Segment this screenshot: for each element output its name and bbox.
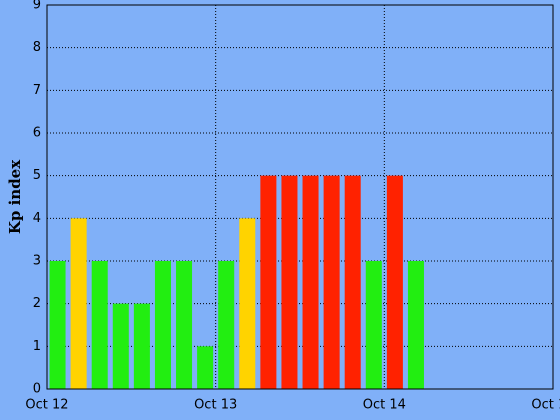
- bar: [344, 175, 361, 389]
- y-tick-label: 4: [33, 211, 41, 226]
- y-tick-label: 3: [33, 254, 41, 269]
- plot-frame: [46, 4, 554, 390]
- x-tick-label: Oct 14: [363, 398, 406, 413]
- bar: [281, 175, 298, 389]
- y-tick-label: 8: [33, 40, 41, 55]
- y-tick-label: 1: [33, 339, 41, 354]
- y-tick-label: 6: [33, 126, 41, 141]
- y-axis-label: Kp index: [6, 159, 24, 234]
- bar: [49, 261, 66, 389]
- bar: [323, 175, 340, 389]
- bar: [302, 175, 319, 389]
- bar: [154, 261, 171, 389]
- bar: [197, 346, 214, 389]
- x-tick-label: Oct 12: [25, 398, 68, 413]
- bar: [407, 261, 424, 389]
- bar: [239, 218, 256, 389]
- bar: [91, 261, 108, 389]
- y-tick-label: 9: [33, 0, 41, 13]
- y-tick-label: 7: [33, 83, 41, 98]
- x-tick-label: Oct 13: [194, 398, 237, 413]
- bar: [365, 261, 382, 389]
- bar: [70, 218, 87, 389]
- bar: [260, 175, 277, 389]
- bar: [176, 261, 193, 389]
- y-tick-label: 5: [33, 168, 41, 183]
- bar: [112, 303, 129, 389]
- bar: [386, 175, 403, 389]
- x-tick-label: Oct 15: [531, 398, 560, 413]
- bar: [133, 303, 150, 389]
- y-tick-label: 0: [33, 382, 41, 397]
- bar: [218, 261, 235, 389]
- y-tick-label: 2: [33, 296, 41, 311]
